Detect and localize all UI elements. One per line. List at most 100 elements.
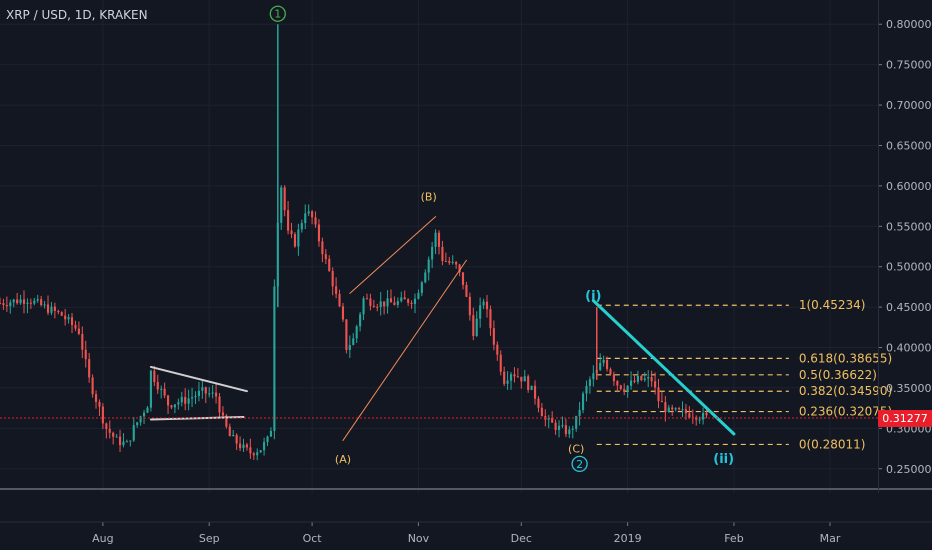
candle-body (588, 379, 591, 386)
price-tick-label: 0.45000 (886, 301, 932, 314)
time-axis[interactable] (0, 522, 878, 550)
candle-body (0, 303, 2, 305)
candle-body (413, 298, 417, 305)
candle-body (335, 286, 338, 294)
candle-body (215, 392, 218, 397)
candle-body (540, 407, 543, 417)
candle-body (533, 385, 537, 399)
wave-circle (571, 455, 588, 473)
price-tick-label: 0.75000 (886, 59, 932, 72)
candle-body (149, 370, 152, 408)
candle-body (256, 452, 259, 456)
candle-body (506, 380, 509, 384)
candle-body (660, 401, 663, 403)
candle-body (537, 398, 540, 408)
candle-body (561, 425, 564, 427)
candle-body (136, 422, 139, 426)
candle-body (132, 425, 135, 441)
candle-body (190, 397, 194, 399)
candle-body (365, 298, 369, 300)
candle-body (232, 435, 235, 437)
candle-body (40, 299, 43, 306)
trendline-triangle-top (149, 365, 248, 393)
candle-body (60, 312, 63, 316)
candle-body (376, 306, 379, 308)
candle-body (53, 306, 56, 311)
candle-body (664, 402, 667, 413)
candle-body (22, 299, 26, 304)
candle-body (629, 380, 633, 386)
candle-body (448, 261, 451, 263)
candle-body (201, 387, 204, 391)
candle-body (287, 210, 290, 231)
fib-level-label: 0(0.28011) (799, 437, 866, 451)
candle-body (129, 440, 132, 442)
price-axis[interactable] (878, 0, 932, 493)
candle-body (372, 305, 375, 307)
candle-body (609, 369, 612, 375)
candle-body (578, 409, 581, 416)
grid-lines (0, 0, 878, 493)
price-tick-label: 0.65000 (886, 139, 932, 152)
candle-body (67, 317, 70, 320)
candle-body (472, 315, 475, 337)
candle-body (458, 264, 461, 273)
wave-label: (B) (421, 190, 437, 203)
candle-body (122, 441, 125, 446)
candle-body (50, 306, 53, 313)
candle-body (530, 385, 533, 390)
candle-body (547, 417, 550, 420)
candle-body (314, 217, 317, 225)
candle-body (492, 328, 495, 345)
candle-body (657, 387, 660, 402)
wave-label: (A) (335, 453, 351, 466)
candle-body (208, 393, 211, 395)
candle-body (427, 259, 430, 273)
candle-body (290, 230, 293, 235)
price-tick-label: 0.35000 (886, 382, 932, 395)
candle-body (681, 409, 684, 411)
candle-body (211, 392, 214, 394)
candle-body (307, 211, 310, 214)
candle-body (70, 317, 74, 325)
trendline-channel-lower (342, 259, 467, 441)
fib-level-label: 0.618(0.38655) (799, 351, 892, 365)
candle-body (252, 453, 255, 456)
candle-body (204, 387, 207, 394)
time-tick-label: Nov (408, 532, 430, 545)
candle-body (444, 260, 447, 262)
candle-body (33, 300, 36, 304)
drawing-trendlines[interactable] (0, 216, 878, 441)
candle-body (684, 409, 688, 414)
wave-label: 1 (274, 8, 281, 21)
candle-body (280, 187, 283, 223)
candle-body (434, 232, 437, 247)
candle-body (338, 293, 341, 307)
price-tick-label: 0.25000 (886, 463, 932, 476)
candle-body (355, 326, 358, 339)
candle-body (420, 282, 423, 293)
candle-body (396, 301, 399, 305)
time-tick-label: Sep (199, 532, 220, 545)
candle-body (479, 305, 482, 319)
candle-body (19, 299, 22, 304)
candle-body (702, 412, 705, 420)
candle-body (170, 405, 173, 408)
fib-level-label: 0.236(0.32075) (799, 405, 892, 419)
candle-body (331, 271, 334, 287)
candle-body (383, 301, 386, 307)
candle-body (345, 319, 348, 351)
price-tick-label: 0.60000 (886, 180, 932, 193)
fibonacci-retracement[interactable]: 1(0.45234) 0.618(0.38655) 0.5(0.36622) 0.38… (596, 298, 892, 451)
candle-body (142, 412, 146, 417)
candle-body (242, 444, 245, 449)
candle-body (557, 425, 561, 430)
time-tick-label: Oct (303, 532, 323, 545)
price-tick-label: 0.80000 (886, 18, 932, 31)
candle-body (688, 413, 691, 418)
candle-body (81, 333, 84, 350)
candle-body (84, 349, 87, 360)
candle-body (146, 407, 149, 413)
candle-body (612, 374, 615, 382)
